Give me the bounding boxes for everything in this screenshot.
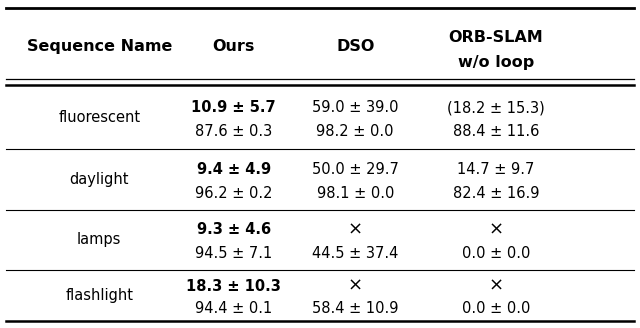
Text: DSO: DSO — [336, 39, 374, 54]
Text: flashlight: flashlight — [65, 288, 133, 303]
Text: 87.6 ± 0.3: 87.6 ± 0.3 — [195, 124, 272, 139]
Text: 59.0 ± 39.0: 59.0 ± 39.0 — [312, 100, 399, 115]
Text: lamps: lamps — [77, 232, 122, 247]
Text: 14.7 ± 9.7: 14.7 ± 9.7 — [458, 162, 534, 177]
Text: 0.0 ± 0.0: 0.0 ± 0.0 — [462, 246, 530, 261]
Text: 50.0 ± 29.7: 50.0 ± 29.7 — [312, 162, 399, 177]
Text: ×: × — [488, 221, 504, 239]
Text: 82.4 ± 16.9: 82.4 ± 16.9 — [452, 186, 540, 201]
Text: 98.1 ± 0.0: 98.1 ± 0.0 — [317, 186, 394, 201]
Text: w/o loop: w/o loop — [458, 55, 534, 70]
Text: (18.2 ± 15.3): (18.2 ± 15.3) — [447, 100, 545, 115]
Text: ×: × — [348, 277, 363, 295]
Text: fluorescent: fluorescent — [58, 110, 140, 125]
Text: Sequence Name: Sequence Name — [26, 39, 172, 54]
Text: ×: × — [348, 221, 363, 239]
Text: ×: × — [488, 277, 504, 295]
Text: 58.4 ± 10.9: 58.4 ± 10.9 — [312, 301, 399, 317]
Text: 18.3 ± 10.3: 18.3 ± 10.3 — [186, 278, 281, 294]
Text: Ours: Ours — [212, 39, 255, 54]
Text: 9.3 ± 4.6: 9.3 ± 4.6 — [196, 222, 271, 237]
Text: 96.2 ± 0.2: 96.2 ± 0.2 — [195, 186, 273, 201]
Text: 94.4 ± 0.1: 94.4 ± 0.1 — [195, 301, 272, 317]
Text: 0.0 ± 0.0: 0.0 ± 0.0 — [462, 301, 530, 317]
Text: 44.5 ± 37.4: 44.5 ± 37.4 — [312, 246, 398, 261]
Text: 10.9 ± 5.7: 10.9 ± 5.7 — [191, 100, 276, 115]
Text: 94.5 ± 7.1: 94.5 ± 7.1 — [195, 246, 272, 261]
Text: ORB-SLAM: ORB-SLAM — [449, 30, 543, 45]
Text: daylight: daylight — [70, 172, 129, 187]
Text: 88.4 ± 11.6: 88.4 ± 11.6 — [453, 124, 539, 139]
Text: 9.4 ± 4.9: 9.4 ± 4.9 — [196, 162, 271, 177]
Text: 98.2 ± 0.0: 98.2 ± 0.0 — [316, 124, 394, 139]
